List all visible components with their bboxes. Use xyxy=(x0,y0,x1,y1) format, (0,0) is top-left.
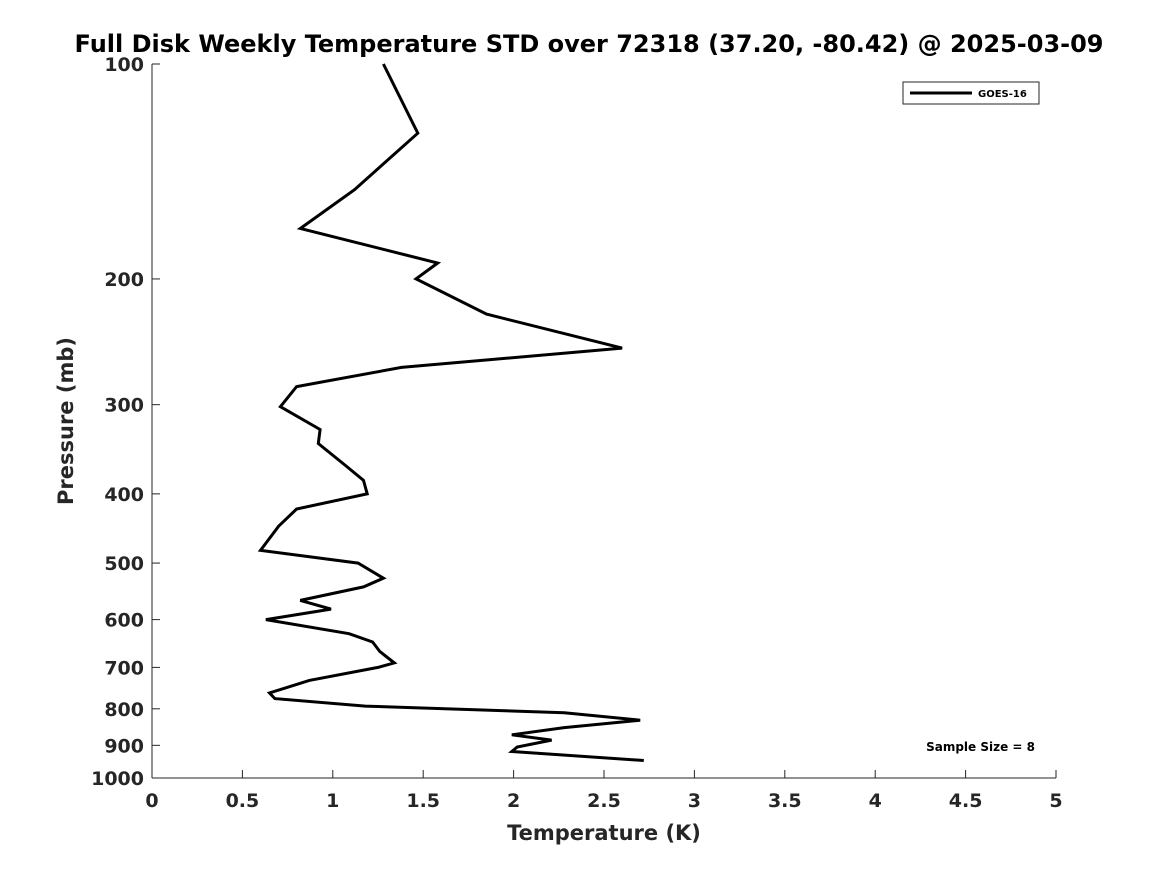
legend-label-goes-16: GOES-16 xyxy=(978,89,1027,100)
sample-size-annotation: Sample Size = 8 xyxy=(926,740,1035,754)
x-tick-label: 1 xyxy=(326,790,339,812)
x-tick-label: 2.5 xyxy=(587,790,621,812)
series-line-goes-16 xyxy=(257,63,644,762)
y-tick-label: 900 xyxy=(104,735,144,757)
x-tick-label: 0 xyxy=(145,790,158,812)
y-tick-label: 200 xyxy=(104,269,144,291)
y-tick-label: 1000 xyxy=(91,768,144,790)
x-tick-label: 4 xyxy=(869,790,882,812)
x-axis-ticks: 0 0.5 1 1.5 2 2.5 3 3.5 4 4.5 5 xyxy=(145,770,1063,812)
y-tick-label: 100 xyxy=(104,54,144,76)
x-tick-label: 3.5 xyxy=(768,790,802,812)
x-tick-label: 4.5 xyxy=(949,790,983,812)
y-tick-label: 400 xyxy=(104,484,144,506)
plot-area xyxy=(152,64,1056,778)
legend: GOES-16 xyxy=(902,81,1040,105)
y-tick-label: 300 xyxy=(104,395,144,417)
y-tick-label: 500 xyxy=(104,553,144,575)
chart-title: Full Disk Weekly Temperature STD over 72… xyxy=(75,30,1104,58)
series-layer xyxy=(257,63,644,762)
x-tick-label: 3 xyxy=(688,790,701,812)
x-tick-label: 0.5 xyxy=(226,790,260,812)
y-tick-label: 700 xyxy=(104,657,144,679)
x-tick-label: 1.5 xyxy=(406,790,440,812)
y-axis-label: Pressure (mb) xyxy=(54,337,78,505)
y-tick-label: 600 xyxy=(104,610,144,632)
y-axis-ticks: 100 200 300 400 500 600 700 800 900 1000 xyxy=(91,54,160,790)
y-tick-label: 800 xyxy=(104,699,144,721)
x-tick-label: 2 xyxy=(507,790,520,812)
x-axis-label: Temperature (K) xyxy=(507,821,701,845)
x-tick-label: 5 xyxy=(1049,790,1062,812)
